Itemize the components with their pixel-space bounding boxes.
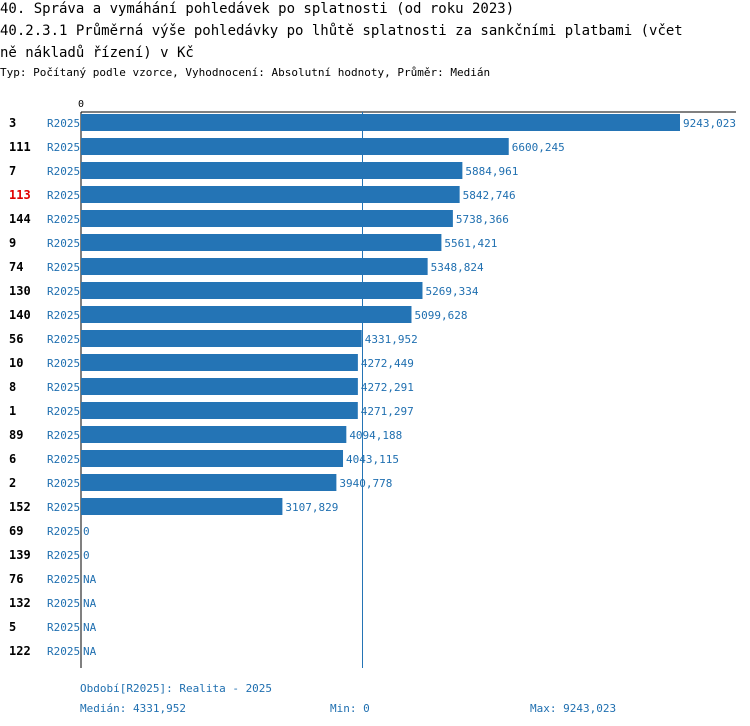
footer-min: Min: 0 (330, 702, 370, 715)
row-label-122: 122 (9, 644, 31, 658)
value-label-2: 3940,778 (339, 477, 392, 490)
bar-9 (81, 234, 442, 251)
axis-zero-label: 0 (78, 99, 84, 110)
bar-140 (81, 306, 412, 323)
chart-title: 40. Správa a vymáhání pohledávek po spla… (0, 1, 515, 17)
bar-74 (81, 258, 428, 275)
bar-152 (81, 498, 283, 515)
value-label-76: NA (83, 573, 97, 586)
value-label-144: 5738,366 (456, 213, 509, 226)
row-period-7: R2025 (47, 165, 80, 178)
value-label-3: 9243,023 (683, 117, 736, 130)
row-label-130: 130 (9, 284, 31, 298)
value-label-56: 4331,952 (365, 333, 418, 346)
row-label-140: 140 (9, 308, 31, 322)
footer-period: Období[R2025]: Realita - 2025 (80, 682, 273, 695)
row-label-76: 76 (9, 572, 23, 586)
row-period-10: R2025 (47, 357, 80, 370)
row-period-1: R2025 (47, 405, 80, 418)
row-period-113: R2025 (47, 189, 80, 202)
value-label-132: NA (83, 597, 97, 610)
row-label-74: 74 (9, 260, 23, 274)
bar-113 (81, 186, 460, 203)
row-period-144: R2025 (47, 213, 80, 226)
value-label-69: 0 (83, 525, 90, 538)
row-label-69: 69 (9, 524, 23, 538)
value-label-74: 5348,824 (431, 261, 484, 274)
row-label-7: 7 (9, 164, 16, 178)
chart-subtitle-line1: 40.2.3.1 Průměrná výše pohledávky po lhů… (0, 23, 683, 39)
value-label-89: 4094,188 (349, 429, 402, 442)
row-label-1: 1 (9, 404, 16, 418)
chart-type-description: Typ: Počítaný podle vzorce, Vyhodnocení:… (0, 66, 491, 79)
value-label-10: 4272,449 (361, 357, 414, 370)
bar-111 (81, 138, 509, 155)
row-label-5: 5 (9, 620, 16, 634)
row-period-152: R2025 (47, 501, 80, 514)
value-label-6: 4043,115 (346, 453, 399, 466)
row-period-3: R2025 (47, 117, 80, 130)
row-period-69: R2025 (47, 525, 80, 538)
row-period-2: R2025 (47, 477, 80, 490)
row-period-56: R2025 (47, 333, 80, 346)
row-period-5: R2025 (47, 621, 80, 634)
value-label-113: 5842,746 (463, 189, 516, 202)
bar-7 (81, 162, 463, 179)
footer-median: Medián: 4331,952 (80, 702, 186, 715)
row-label-139: 139 (9, 548, 31, 562)
row-label-152: 152 (9, 500, 31, 514)
value-label-9: 5561,421 (444, 237, 497, 250)
bar-8 (81, 378, 358, 395)
row-label-6: 6 (9, 452, 16, 466)
bar-130 (81, 282, 423, 299)
row-period-140: R2025 (47, 309, 80, 322)
row-label-56: 56 (9, 332, 23, 346)
bar-56 (81, 330, 362, 347)
row-period-76: R2025 (47, 573, 80, 586)
value-label-122: NA (83, 645, 97, 658)
row-label-9: 9 (9, 236, 16, 250)
value-label-1: 4271,297 (361, 405, 414, 418)
footer-max: Max: 9243,023 (530, 702, 617, 715)
value-label-140: 5099,628 (414, 309, 467, 322)
row-period-9: R2025 (47, 237, 80, 250)
row-period-6: R2025 (47, 453, 80, 466)
row-label-2: 2 (9, 476, 16, 490)
value-label-152: 3107,829 (285, 501, 338, 514)
row-period-122: R2025 (47, 645, 80, 658)
value-label-5: NA (83, 621, 97, 634)
bar-6 (81, 450, 344, 467)
row-period-74: R2025 (47, 261, 80, 274)
row-period-8: R2025 (47, 381, 80, 394)
bar-10 (81, 354, 358, 371)
row-label-113: 113 (9, 188, 31, 202)
value-label-130: 5269,334 (425, 285, 478, 298)
row-label-144: 144 (9, 212, 31, 226)
row-label-111: 111 (9, 140, 31, 154)
row-label-3: 3 (9, 116, 16, 130)
row-period-139: R2025 (47, 549, 80, 562)
row-period-132: R2025 (47, 597, 80, 610)
row-label-10: 10 (9, 356, 23, 370)
bar-1 (81, 402, 358, 419)
chart-subtitle-line2: ně nákladů řízení) v Kč (0, 45, 194, 61)
row-label-132: 132 (9, 596, 31, 610)
value-label-139: 0 (83, 549, 90, 562)
row-period-111: R2025 (47, 141, 80, 154)
value-label-7: 5884,961 (465, 165, 518, 178)
row-label-89: 89 (9, 428, 23, 442)
row-label-8: 8 (9, 380, 16, 394)
bar-3 (81, 114, 680, 131)
bar-2 (81, 474, 337, 491)
row-period-130: R2025 (47, 285, 80, 298)
bar-144 (81, 210, 453, 227)
row-period-89: R2025 (47, 429, 80, 442)
value-label-8: 4272,291 (361, 381, 414, 394)
bar-89 (81, 426, 347, 443)
value-label-111: 6600,245 (512, 141, 565, 154)
